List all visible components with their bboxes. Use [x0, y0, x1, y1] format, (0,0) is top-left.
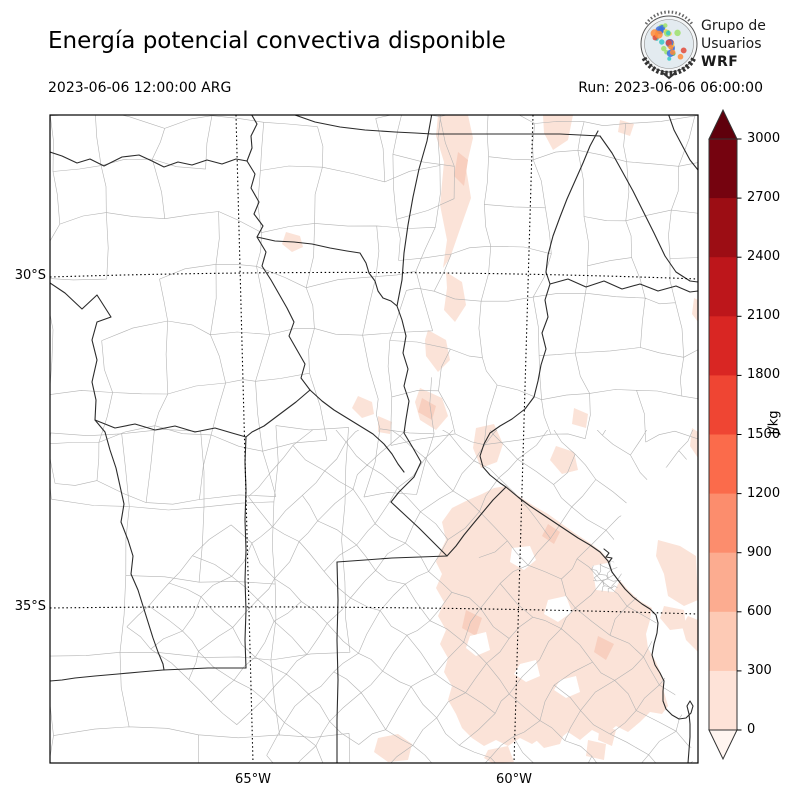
wrf-logo-emblem [640, 10, 698, 80]
colorbar-tick-label: 1200 [747, 485, 781, 501]
x-tick-label: 65°W [235, 772, 271, 787]
valid-time-label: 2023-06-06 12:00:00 ARG [48, 80, 232, 96]
logo-line-3: WRF [701, 54, 739, 70]
run-time-label: Run: 2023-06-06 06:00:00 [578, 80, 763, 96]
colorbar-tick-label: 900 [747, 544, 772, 560]
logo-line-2: Usuarios [701, 36, 762, 52]
y-tick-label: 35°S [14, 599, 46, 614]
colorbar-tick-label: 2700 [747, 190, 781, 206]
colorbar-tick-label: 2100 [747, 308, 781, 324]
colorbar-tick-label: 1500 [747, 426, 781, 442]
colorbar-tick-label: 0 [747, 722, 756, 737]
colorbar-tick-label: 2400 [747, 249, 781, 265]
logo-line-1: Grupo de [701, 18, 766, 34]
colorbar-tick-label: 300 [747, 662, 772, 678]
colorbar-tick-label: 600 [747, 603, 772, 619]
colorbar-tick-label: 3000 [747, 131, 781, 146]
x-tick-label: 60°W [496, 772, 532, 787]
colorbar-tick-label: 1800 [747, 367, 781, 383]
figure-title: Energía potencial convectiva disponible [48, 28, 506, 54]
logo-caption: Grupo de Usuarios WRF [701, 17, 766, 71]
y-tick-label: 30°S [14, 268, 46, 283]
